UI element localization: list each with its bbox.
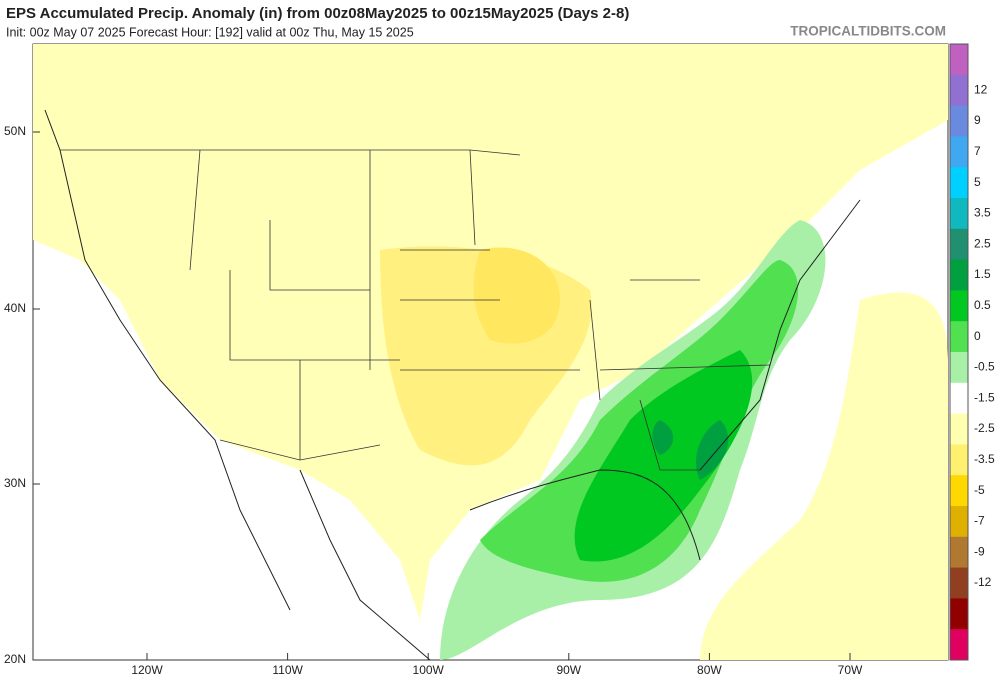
lat-label: 20N <box>4 652 26 666</box>
subtitle: Init: 00z May 07 2025 Forecast Hour: [19… <box>6 25 414 39</box>
lon-label: 100W <box>413 663 445 677</box>
colorbar-label: 3.5 <box>974 206 991 220</box>
colorbar-label: 7 <box>974 144 981 158</box>
colorbar-swatch <box>950 567 968 599</box>
colorbar-swatch <box>950 598 968 630</box>
colorbar-frame <box>949 43 969 661</box>
colorbar-swatch <box>950 413 968 445</box>
lon-label: 90W <box>556 663 581 677</box>
colorbar-swatch <box>950 321 968 353</box>
lon-label: 70W <box>838 663 863 677</box>
lat-label: 50N <box>4 124 26 138</box>
colorbar-swatch <box>950 74 968 107</box>
map <box>32 43 949 661</box>
lon-label: 110W <box>272 663 303 677</box>
colorbar-swatch <box>950 167 968 199</box>
title: EPS Accumulated Precip. Anomaly (in) fro… <box>6 5 629 22</box>
colorbar-label: -5 <box>974 483 985 497</box>
colorbar-label: -3.5 <box>974 452 995 466</box>
colorbar-label: 0.5 <box>974 298 991 312</box>
colorbar-label: -12 <box>974 575 992 589</box>
colorbar-label: 12 <box>974 82 988 96</box>
colorbar-swatch <box>950 536 968 569</box>
colorbar-swatch <box>950 444 968 476</box>
colorbar-label: -1.5 <box>974 390 995 404</box>
lon-label: 80W <box>697 663 722 677</box>
colorbar-swatch <box>950 44 968 76</box>
colorbar-label: -2.5 <box>974 421 995 435</box>
colorbar-swatch <box>950 290 968 322</box>
colorbar-swatch <box>950 105 968 137</box>
colorbar-swatch <box>950 352 968 384</box>
colorbar-label: -9 <box>974 544 985 558</box>
colorbar-label: -7 <box>974 514 985 528</box>
colorbar-swatch <box>950 382 968 415</box>
colorbar-label: 5 <box>974 175 981 189</box>
colorbar-swatch <box>950 506 968 538</box>
colorbar-swatch <box>950 228 968 261</box>
colorbar-swatch <box>950 198 968 230</box>
colorbar-swatch <box>950 629 968 661</box>
colorbar-label: 9 <box>974 113 981 127</box>
site-label: TROPICALTIDBITS.COM <box>790 24 946 39</box>
lat-label: 30N <box>4 476 26 490</box>
colorbar-label: 0 <box>974 329 981 343</box>
lat-label: 40N <box>4 301 26 315</box>
colorbar-label: 2.5 <box>974 236 991 250</box>
colorbar-swatch <box>950 475 968 507</box>
colorbar-swatch <box>950 259 968 291</box>
colorbar-swatch <box>950 136 968 168</box>
colorbar-label: 1.5 <box>974 267 991 281</box>
colorbar-label: -0.5 <box>974 360 995 374</box>
lon-label: 120W <box>131 663 163 677</box>
